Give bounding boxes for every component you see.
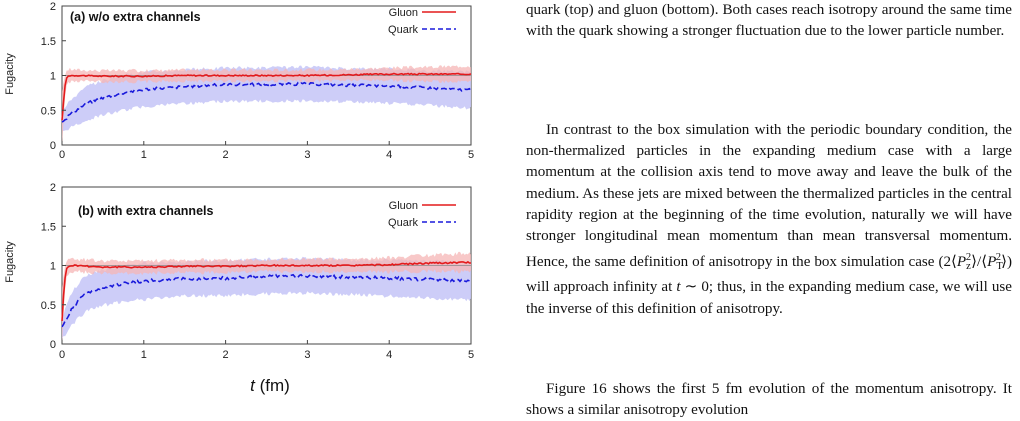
quark-line-a [61, 81, 472, 123]
panel-b-ylabel: Fugacity [4, 241, 16, 283]
x-tick-label: 1 [141, 349, 147, 361]
paragraph-anisotropy-part-2: will approach infinity at [526, 279, 677, 296]
y-tick-label: 0.5 [41, 105, 56, 117]
text-column: quark (top) and gluon (bottom). Both cas… [514, 0, 1014, 419]
legend-b-quark-label: Quark [388, 217, 418, 229]
x-tick-label: 0 [59, 149, 65, 161]
x-tick-label: 1 [141, 149, 147, 161]
y-tick-label: 2 [50, 1, 56, 13]
gluon-line-a [61, 72, 472, 121]
x-tick-label: 0 [59, 349, 65, 361]
x-tick-label: 4 [386, 349, 392, 361]
x-axis-label-unit: (fm) [255, 376, 290, 395]
time-symbol: t [676, 279, 681, 296]
panel-a-plot-area [61, 65, 472, 145]
panel-b-title: (b) with extra channels [78, 204, 213, 218]
y-tick-label: 1 [50, 71, 56, 83]
anisotropy-formula: (2⟨Pz2⟩/⟨PT2⟩) [938, 252, 1012, 273]
x-tick-label: 5 [468, 349, 474, 361]
y-tick-label: 0.5 [41, 300, 56, 312]
gluon-band-b [62, 251, 471, 344]
x-axis-label-var: t [250, 376, 256, 395]
panel-a-ticks: 0 1 2 3 4 5 0 0.5 1 1.5 2 [41, 1, 474, 161]
y-tick-label: 0 [50, 339, 56, 351]
legend-a-quark-label: Quark [388, 24, 418, 36]
y-tick-label: 1.5 [41, 36, 56, 48]
paragraph-anisotropy-part-1: In contrast to the box simulation with t… [526, 122, 1012, 271]
y-tick-label: 1 [50, 261, 56, 273]
x-tick-label: 3 [304, 149, 310, 161]
panel-b-plot-area [61, 251, 472, 344]
x-tick-label: 5 [468, 149, 474, 161]
panel-a-ylabel: Fugacity [4, 53, 16, 95]
y-tick-label: 2 [50, 182, 56, 194]
fugacity-figure: 0 1 2 3 4 5 0 0.5 1 1.5 2 (a) w/o extra channels G… [4, 1, 474, 395]
x-tick-label: 3 [304, 349, 310, 361]
panel-b-ticks: 0 1 2 3 4 5 0 0.5 1 1.5 2 [41, 182, 474, 361]
panel-b: 0 1 2 3 4 500.511.52 (b) with extra channels … [4, 182, 474, 361]
legend-b-gluon-label: Gluon [389, 200, 418, 212]
x-tick-label: 4 [386, 149, 392, 161]
y-tick-label: 0 [50, 140, 56, 152]
x-tick-label: 2 [223, 349, 229, 361]
gluon-line-b [61, 260, 471, 322]
paragraph-figure-16: Figure 16 shows the first 5 fm evolution… [526, 381, 1012, 419]
quark-band-a [62, 65, 471, 131]
x-axis-label: t (fm) [250, 376, 290, 395]
panel-a: 0 1 2 3 4 5 0 0.5 1 1.5 2 (a) w/o extra channels G… [4, 1, 474, 161]
panel-a-title: (a) w/o extra channels [70, 10, 201, 24]
figure-caption-continuation: quark (top) and gluon (bottom). Both cas… [526, 2, 1012, 40]
x-tick-label: 2 [223, 149, 229, 161]
paragraph-anisotropy: In contrast to the box simulation with t… [526, 120, 1012, 320]
quark-line-b [61, 273, 472, 328]
y-tick-label: 1.5 [41, 221, 56, 233]
paragraph-anisotropy-part-3: ∼ 0; thus, in the expanding medium case,… [526, 279, 1012, 317]
legend-a-gluon-label: Gluon [389, 7, 418, 19]
gluon-band-a [62, 65, 471, 145]
